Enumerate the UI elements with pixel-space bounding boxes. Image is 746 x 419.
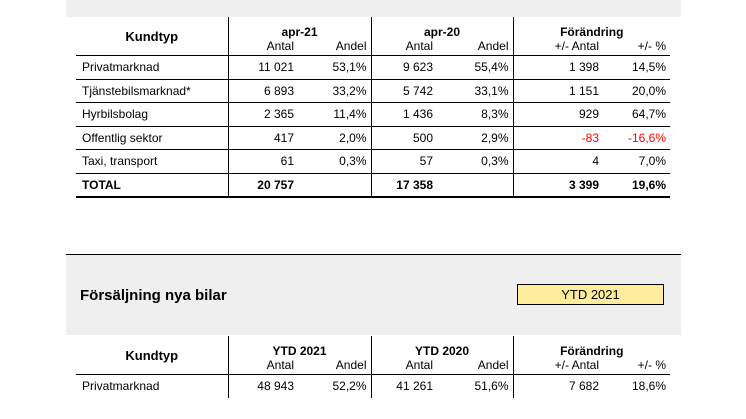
header-antal: Antal xyxy=(370,358,437,375)
table-row: Hyrbilsbolag 2 365 11,4% 1 436 8,3% 929 … xyxy=(76,102,671,126)
row-label: Taxi, transport xyxy=(76,149,228,173)
row-label: TOTAL xyxy=(76,172,228,198)
cell-value: 57 xyxy=(370,149,437,173)
cell-value: 53,1% xyxy=(298,55,371,79)
cell-value: 1 151 xyxy=(512,78,603,103)
cell-value-negative: -83 xyxy=(512,125,603,150)
header-row-sub: Antal Andel Antal Andel +/- Antal +/- % xyxy=(76,39,670,56)
table-row: Tjänstebilsmarknad* 6 893 33,2% 5 742 33… xyxy=(76,78,671,103)
header-row-groups: Kundtyp apr-21 apr-20 Förändring xyxy=(76,17,671,44)
header-group-apr20: apr-20 xyxy=(370,17,513,39)
cell-value: 20 757 xyxy=(227,172,298,198)
cell-value: 3 399 xyxy=(512,172,603,198)
header-row-sub: Antal Andel Antal Andel +/- Antal +/- % xyxy=(76,358,670,375)
cell-value xyxy=(298,172,371,198)
header-andel: Andel xyxy=(335,358,367,372)
table-row: Privatmarknad 48 943 52,2% 41 261 51,6% … xyxy=(76,374,671,398)
cell-value-negative: -16,6% xyxy=(603,125,671,150)
header-andel: Andel xyxy=(335,39,367,53)
cell-value: 6 893 xyxy=(227,78,298,103)
row-label: Privatmarknad xyxy=(76,374,228,398)
cell-value: 929 xyxy=(512,102,603,126)
cell-value: 20,0% xyxy=(603,78,671,103)
header-antal: Antal xyxy=(227,39,298,56)
cell-value: 0,3% xyxy=(298,149,371,173)
table-row: Offentlig sektor 417 2,0% 500 2,9% -83 -… xyxy=(76,125,671,150)
cell-value: 18,6% xyxy=(603,374,671,398)
cell-value: 14,5% xyxy=(603,55,671,79)
cell-value: 500 xyxy=(370,125,437,150)
cell-value: 5 742 xyxy=(370,78,437,103)
table-row: Taxi, transport 61 0,3% 57 0,3% 4 7,0% xyxy=(76,149,671,173)
row-label: Offentlig sektor xyxy=(76,125,228,150)
ytd-period-box: YTD 2021 xyxy=(517,284,664,305)
cell-value: 41 261 xyxy=(370,374,437,398)
cell-value: 7 682 xyxy=(512,374,603,398)
cell-value: 55,4% xyxy=(437,55,513,79)
cell-value: 48 943 xyxy=(227,374,298,398)
customer-type-table-april: Kundtyp apr-21 apr-20 Förändring Antal A… xyxy=(76,17,671,198)
cell-value: 2 365 xyxy=(227,102,298,126)
top-band xyxy=(66,0,681,17)
customer-type-table-ytd: Kundtyp YTD 2021 YTD 2020 Förändring Ant… xyxy=(76,336,671,398)
cell-value: 8,3% xyxy=(437,102,513,126)
cell-value: 52,2% xyxy=(298,374,371,398)
cell-value: 19,6% xyxy=(603,172,671,198)
cell-value: 7,0% xyxy=(603,149,671,173)
cell-value: 33,2% xyxy=(298,78,371,103)
header-kundtyp: Kundtyp xyxy=(125,28,179,44)
header-andel: Andel xyxy=(477,358,509,372)
cell-value: 2,9% xyxy=(437,125,513,150)
total-row: TOTAL 20 757 17 358 3 399 19,6% xyxy=(76,172,671,198)
cell-value: 417 xyxy=(227,125,298,150)
header-group-apr21: apr-21 xyxy=(227,17,371,39)
cell-value: 11 021 xyxy=(227,55,298,79)
row-label: Privatmarknad xyxy=(76,55,228,79)
header-antal: Antal xyxy=(227,358,298,375)
cell-value: 17 358 xyxy=(370,172,437,198)
header-change-percent: +/- % xyxy=(637,358,667,372)
cell-value: 1 398 xyxy=(512,55,603,79)
cell-value xyxy=(437,172,513,198)
cell-value: 51,6% xyxy=(437,374,513,398)
header-change-percent: +/- % xyxy=(637,39,667,53)
header-kundtyp: Kundtyp xyxy=(125,347,179,363)
header-change-antal: +/- Antal xyxy=(512,358,603,375)
cell-value: 1 436 xyxy=(370,102,437,126)
table-row: Privatmarknad 11 021 53,1% 9 623 55,4% 1… xyxy=(76,55,671,79)
header-group-change: Förändring xyxy=(512,17,671,39)
cell-value: 64,7% xyxy=(603,102,671,126)
section-title: Försäljning nya bilar xyxy=(80,287,227,304)
cell-value: 0,3% xyxy=(437,149,513,173)
header-andel: Andel xyxy=(477,39,509,53)
cell-value: 61 xyxy=(227,149,298,173)
header-group-ytd2021: YTD 2021 xyxy=(227,336,371,358)
header-row-groups: Kundtyp YTD 2021 YTD 2020 Förändring xyxy=(76,336,671,363)
cell-value: 33,1% xyxy=(437,78,513,103)
row-label: Hyrbilsbolag xyxy=(76,102,228,126)
header-group-change: Förändring xyxy=(512,336,671,358)
header-antal: Antal xyxy=(370,39,437,56)
cell-value: 11,4% xyxy=(298,102,371,126)
cell-value: 4 xyxy=(512,149,603,173)
cell-value: 9 623 xyxy=(370,55,437,79)
header-group-ytd2020: YTD 2020 xyxy=(370,336,513,358)
cell-value: 2,0% xyxy=(298,125,371,150)
row-label: Tjänstebilsmarknad* xyxy=(76,78,228,103)
header-change-antal: +/- Antal xyxy=(512,39,603,56)
